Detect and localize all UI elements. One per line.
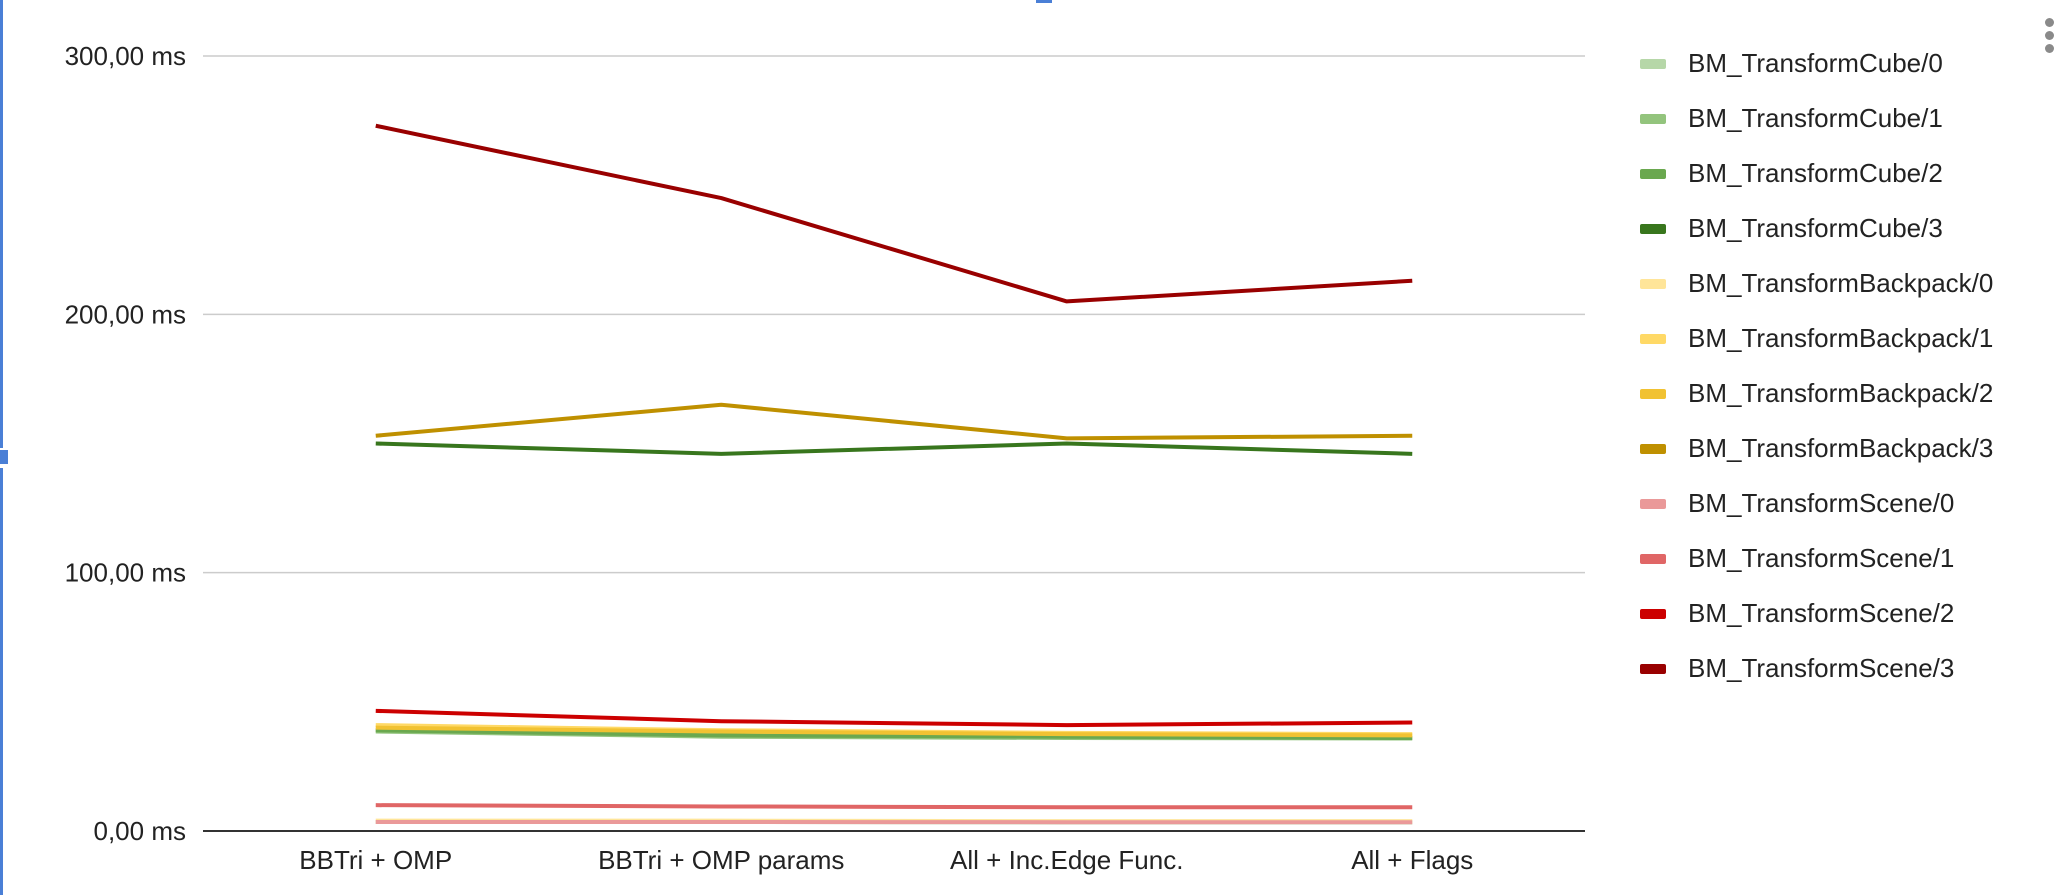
- legend-label: BM_TransformCube/2: [1688, 158, 1943, 188]
- legend-label: BM_TransformBackpack/1: [1688, 323, 1994, 353]
- legend-label: BM_TransformCube/1: [1688, 103, 1943, 133]
- legend-swatch: [1640, 498, 1666, 509]
- more-options-icon[interactable]: [2045, 18, 2055, 57]
- y-axis-ticks: 0,00 ms 100,00 ms 200,00 ms 300,00 ms: [65, 41, 186, 846]
- legend-swatch: [1640, 553, 1666, 564]
- legend-swatch: [1640, 388, 1666, 399]
- series-line-bm-transformcube-2[interactable]: [375, 728, 1413, 740]
- series-line-bm-transformscene-1[interactable]: [375, 803, 1413, 810]
- legend-label: BM_TransformCube/0: [1688, 48, 1943, 78]
- legend-label: BM_TransformScene/1: [1688, 543, 1955, 573]
- selection-handle-top[interactable]: [1036, 0, 1052, 3]
- legend-swatch: [1640, 663, 1666, 674]
- legend-label: BM_TransformScene/2: [1688, 598, 1955, 628]
- legend-swatch: [1640, 113, 1666, 124]
- selection-edge-left-lower: [0, 468, 3, 895]
- selection-edge-left: [0, 0, 3, 448]
- legend-label: BM_TransformBackpack/0: [1688, 268, 1994, 298]
- legend-item[interactable]: BM_TransformCube/2: [1640, 146, 1993, 201]
- legend-item[interactable]: BM_TransformCube/3: [1640, 201, 1993, 256]
- legend-item[interactable]: BM_TransformScene/1: [1640, 531, 1993, 586]
- legend-item[interactable]: BM_TransformBackpack/2: [1640, 366, 1993, 421]
- legend-swatch: [1640, 333, 1666, 344]
- legend-item[interactable]: BM_TransformBackpack/3: [1640, 421, 1993, 476]
- legend-swatch: [1640, 223, 1666, 234]
- legend-item[interactable]: BM_TransformCube/1: [1640, 91, 1993, 146]
- series-line-bm-transformbackpack-2[interactable]: [375, 725, 1413, 738]
- legend-item[interactable]: BM_TransformScene/2: [1640, 586, 1993, 641]
- legend-item[interactable]: BM_TransformScene/3: [1640, 641, 1993, 696]
- legend-swatch: [1640, 608, 1666, 619]
- x-tick-label: BBTri + OMP params: [598, 845, 844, 875]
- y-tick-label: 0,00 ms: [94, 816, 187, 846]
- legend-item[interactable]: BM_TransformCube/0: [1640, 36, 1993, 91]
- x-tick-label: All + Inc.Edge Func.: [950, 845, 1183, 875]
- legend-swatch: [1640, 443, 1666, 454]
- x-axis-ticks: BBTri + OMP BBTri + OMP params All + Inc.E…: [299, 845, 1473, 875]
- x-tick-label: BBTri + OMP: [299, 845, 452, 875]
- legend-item[interactable]: BM_TransformBackpack/0: [1640, 256, 1993, 311]
- selection-handle-left[interactable]: [0, 450, 8, 464]
- series-line-bm-transformscene-2[interactable]: [375, 708, 1413, 728]
- legend-swatch: [1640, 58, 1666, 69]
- series-line-bm-transformcube-3[interactable]: [375, 441, 1413, 456]
- legend-swatch: [1640, 278, 1666, 289]
- series-line-bm-transformbackpack-3[interactable]: [375, 402, 1413, 441]
- gridlines: [203, 55, 1585, 832]
- legend-label: BM_TransformScene/0: [1688, 488, 1955, 518]
- x-tick-label: All + Flags: [1351, 845, 1473, 875]
- legend-label: BM_TransformCube/3: [1688, 213, 1943, 243]
- legend-label: BM_TransformScene/3: [1688, 653, 1955, 683]
- legend-label: BM_TransformBackpack/3: [1688, 433, 1994, 463]
- series-lines: [375, 123, 1413, 825]
- series-line-bm-transformscene-3[interactable]: [375, 123, 1413, 304]
- y-tick-label: 100,00 ms: [65, 558, 186, 588]
- legend-label: BM_TransformBackpack/2: [1688, 378, 1994, 408]
- legend-item[interactable]: BM_TransformScene/0: [1640, 476, 1993, 531]
- legend-item[interactable]: BM_TransformBackpack/1: [1640, 311, 1993, 366]
- y-tick-label: 300,00 ms: [65, 41, 186, 71]
- legend-swatch: [1640, 168, 1666, 179]
- y-tick-label: 200,00 ms: [65, 299, 186, 329]
- legend: BM_TransformCube/0 BM_TransformCube/1 BM_T…: [1640, 36, 1993, 696]
